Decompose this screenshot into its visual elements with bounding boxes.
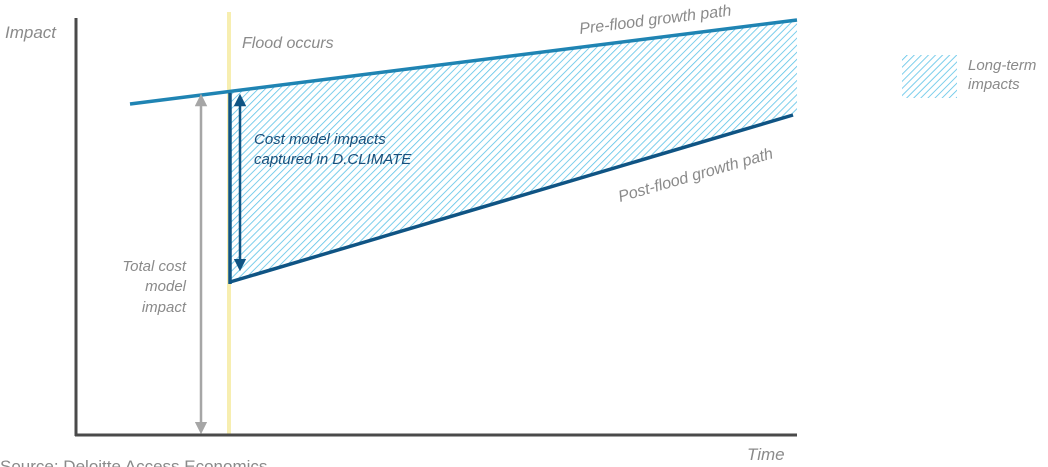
captured-label-line2: captured in D.CLIMATE: [254, 151, 412, 168]
source-note: Source: Deloitte Access Economics: [0, 457, 267, 467]
legend-swatch: [902, 55, 957, 98]
total-label-line2: model: [145, 278, 187, 295]
y-axis-label: Impact: [5, 23, 57, 42]
x-axis-label: Time: [747, 445, 785, 464]
pre-flood-growth-path-line: [129, 18, 798, 106]
flood-occurs-label: Flood occurs: [242, 35, 334, 52]
post-flood-growth-path-line: [229, 113, 794, 284]
total-label-line1: Total cost: [122, 258, 186, 275]
legend-label-line1: Long-term: [968, 57, 1036, 74]
long-term-impacts-area: [230, 20, 797, 282]
captured-label-line1: Cost model impacts: [254, 131, 386, 148]
legend-label-line2: impacts: [968, 76, 1020, 93]
total-label-line3: impact: [142, 299, 187, 316]
